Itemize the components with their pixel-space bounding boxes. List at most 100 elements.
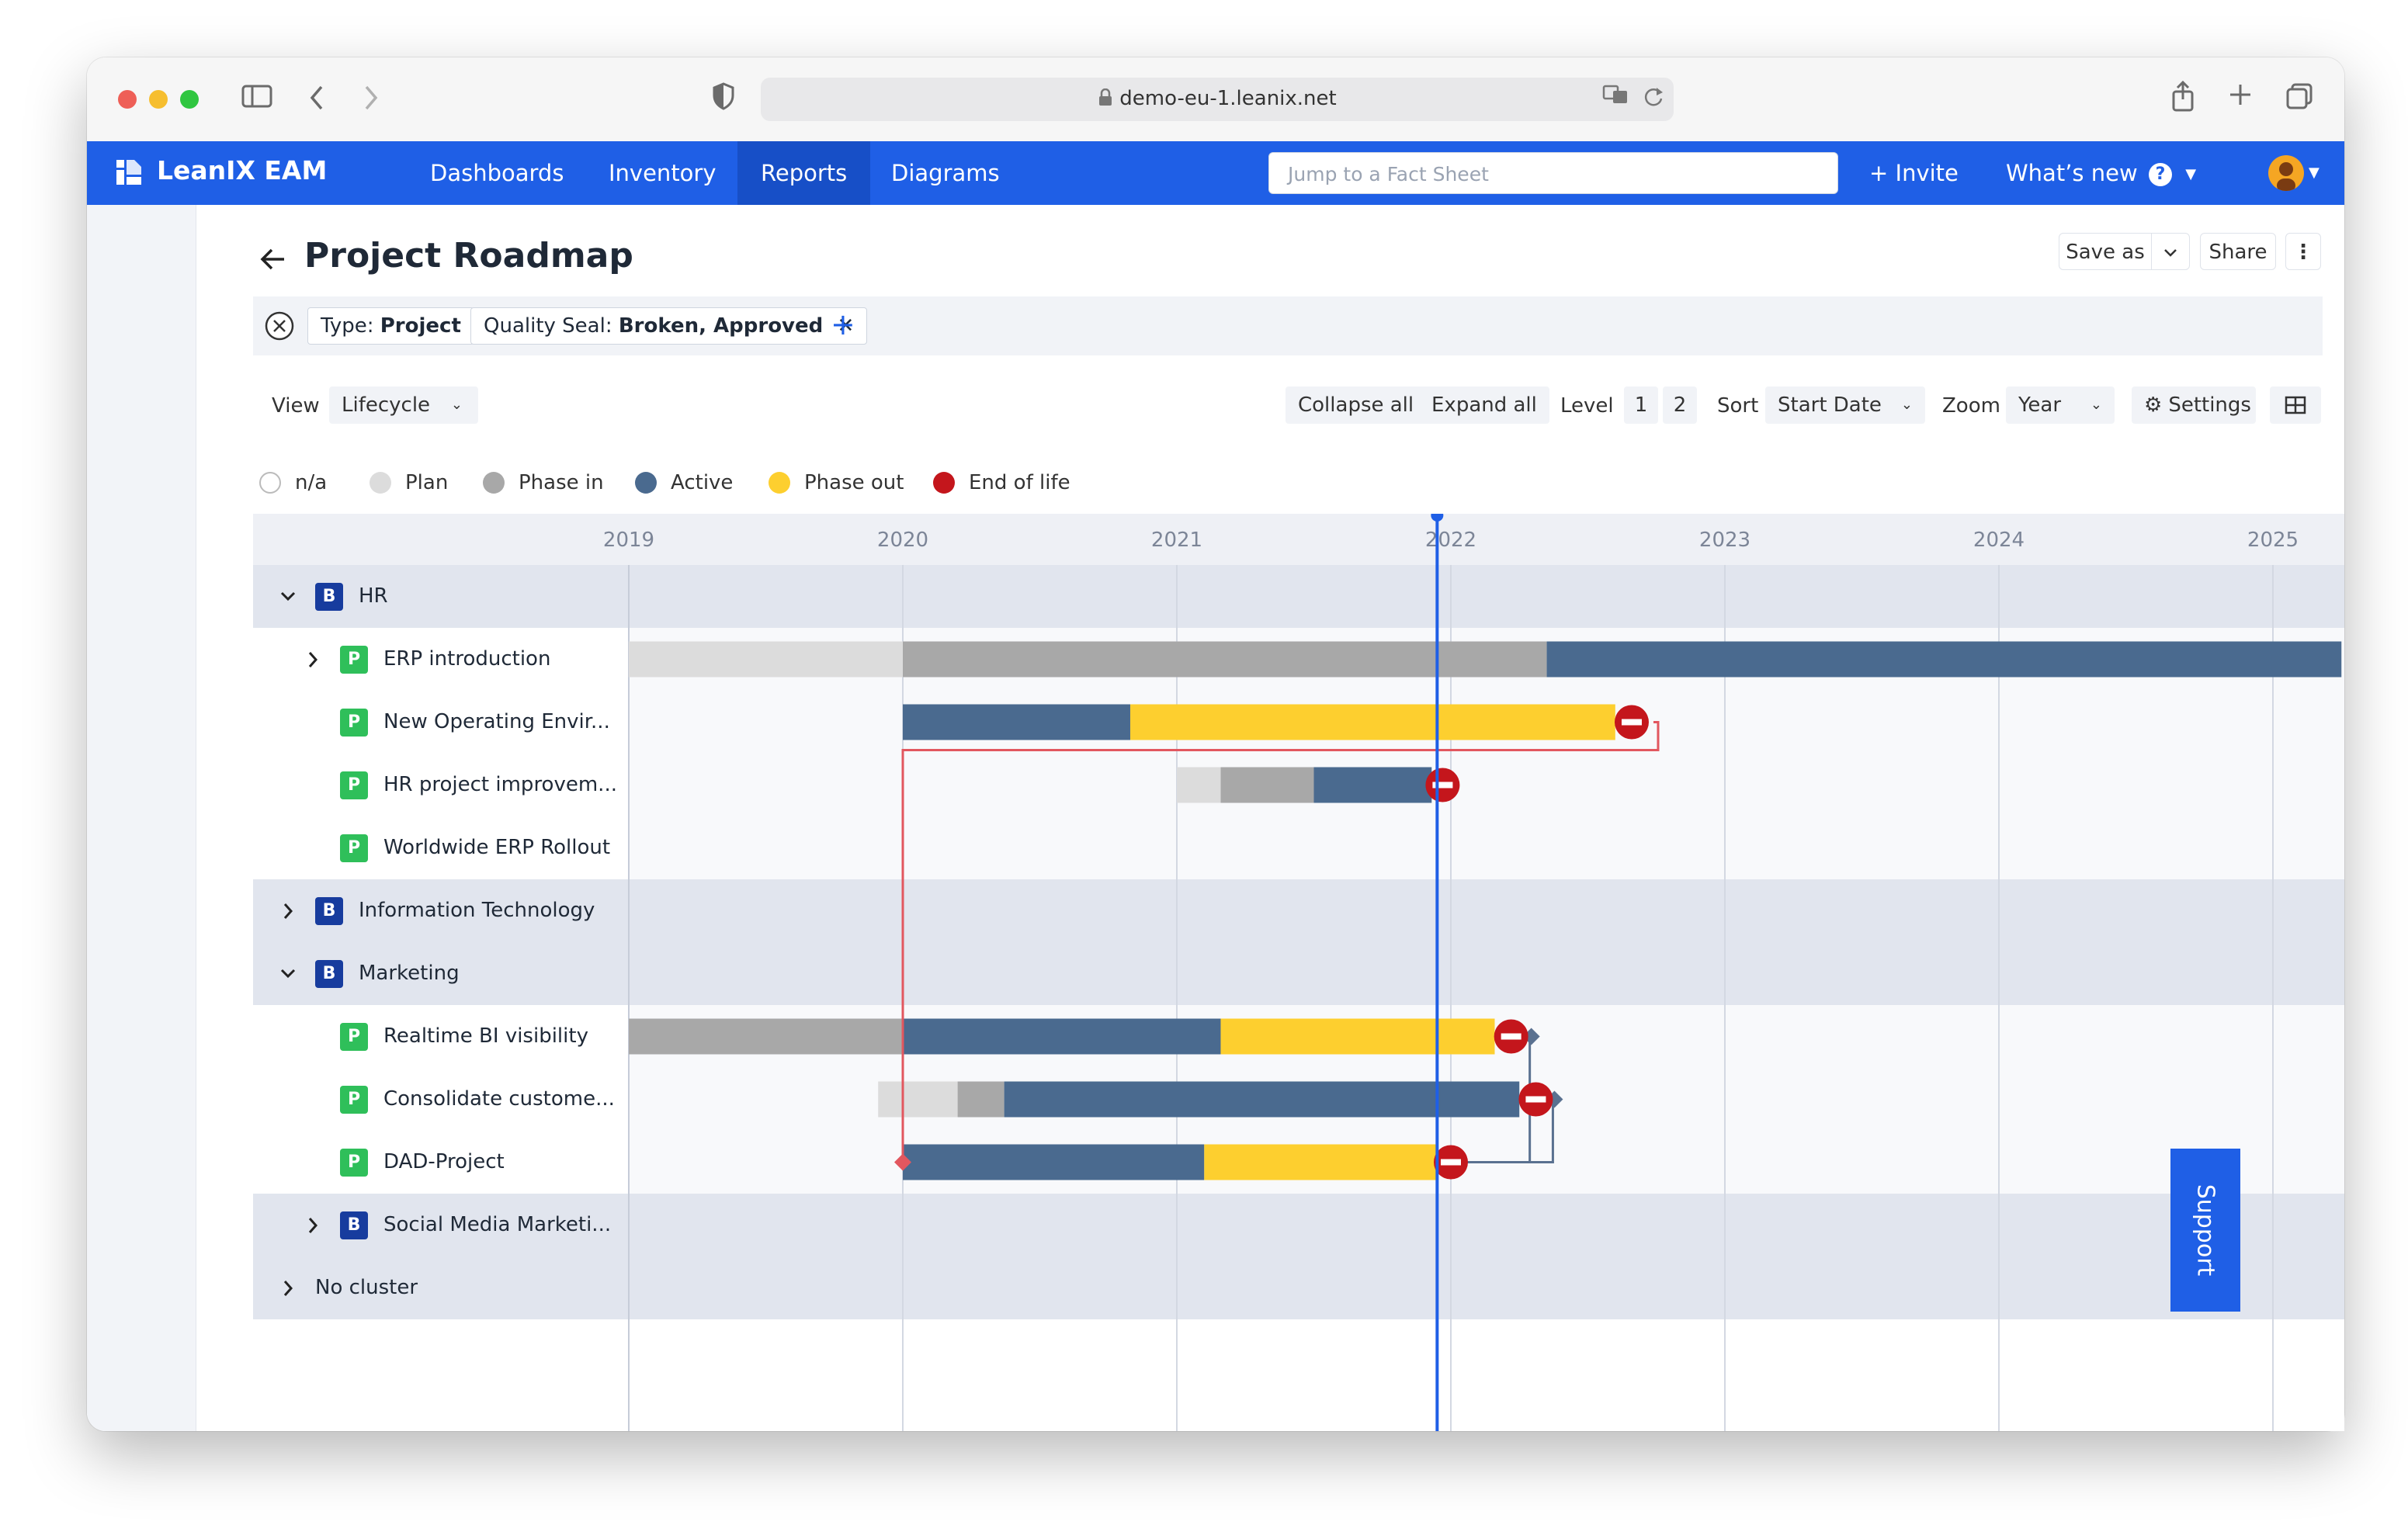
- nav-inventory[interactable]: Inventory: [609, 160, 717, 186]
- support-label: Support: [2191, 1184, 2219, 1277]
- new-tab-icon[interactable]: [2225, 82, 2256, 113]
- sidebar-toggle-icon[interactable]: [239, 84, 275, 115]
- save-as-button[interactable]: Save as: [2059, 233, 2152, 270]
- invite-button[interactable]: + Invite: [1869, 160, 1959, 186]
- project-badge: P: [340, 1085, 368, 1114]
- back-arrow-icon[interactable]: [259, 245, 287, 276]
- fact-sheet-search-input[interactable]: Jump to a Fact Sheet: [1268, 152, 1838, 194]
- whats-new-link[interactable]: What’s new: [2006, 160, 2138, 186]
- legend-na: n/a: [259, 467, 327, 498]
- legend-active-dot: [635, 472, 657, 494]
- remove-filter-icon[interactable]: ✕: [837, 314, 855, 338]
- view-select[interactable]: Lifecycle ⌄: [329, 386, 478, 424]
- group-label[interactable]: Information Technology: [359, 898, 595, 922]
- collapse-all-button[interactable]: Collapse all: [1286, 386, 1427, 424]
- legend-plan: Plan: [370, 467, 448, 498]
- chevron-right-icon[interactable]: [301, 1211, 324, 1245]
- leanix-logo-icon[interactable]: [113, 157, 144, 188]
- chevron-right-icon[interactable]: [276, 1274, 300, 1308]
- share-button[interactable]: Share: [2200, 233, 2276, 270]
- minimize-window-button[interactable]: [149, 90, 168, 109]
- filter-chip-type[interactable]: Type: Project: [307, 307, 474, 345]
- bar-segment: [1313, 767, 1432, 803]
- chevron-down-icon[interactable]: [276, 583, 300, 616]
- legend-label: End of life: [969, 471, 1070, 494]
- year-label: 2022: [1425, 529, 1476, 552]
- sort-select[interactable]: Start Date ⌄: [1765, 386, 1925, 424]
- tab-overview-icon[interactable]: [2284, 82, 2315, 113]
- chevron-down-icon[interactable]: [276, 960, 300, 993]
- group-label[interactable]: HR: [359, 584, 388, 608]
- year-label: 2020: [877, 529, 928, 552]
- clear-filters-icon[interactable]: [264, 310, 295, 345]
- bar-segment: [1546, 641, 2342, 678]
- legend-na-dot: [259, 472, 281, 494]
- gear-icon: ⚙: [2144, 393, 2163, 417]
- bar-segment: [629, 641, 903, 678]
- group-label[interactable]: Marketing: [359, 961, 460, 985]
- zoom-select[interactable]: Year ⌄: [2006, 386, 2115, 424]
- legend-end-of-life: End of life: [933, 467, 1070, 498]
- translate-icon[interactable]: [1601, 84, 1632, 115]
- help-menu[interactable]: ? ▼: [2149, 141, 2196, 205]
- end-of-life-bar: [1441, 1159, 1461, 1166]
- user-avatar[interactable]: [2268, 155, 2304, 191]
- project-label[interactable]: DAD-Project: [383, 1149, 505, 1173]
- legend-phase-out: Phase out: [769, 467, 904, 498]
- more-options-button[interactable]: ⋮: [2285, 233, 2321, 270]
- group-row-bg: [253, 565, 2344, 628]
- legend-active: Active: [635, 467, 733, 498]
- dependency-line: [1466, 1099, 1554, 1163]
- project-label[interactable]: ERP introduction: [383, 646, 551, 671]
- back-icon[interactable]: [301, 84, 332, 115]
- project-label[interactable]: Realtime BI visibility: [383, 1024, 588, 1048]
- add-filter-icon[interactable]: +: [831, 307, 855, 341]
- legend-label: Phase in: [519, 471, 604, 494]
- expand-all-button[interactable]: Expand all: [1419, 386, 1549, 424]
- avatar-chevron-icon[interactable]: ▼: [2309, 165, 2320, 181]
- app-navbar: LeanIX EAM Dashboards Inventory Reports …: [87, 141, 2344, 205]
- table-view-icon[interactable]: [2270, 386, 2321, 424]
- legend-phase-in: Phase in: [483, 467, 604, 498]
- bar-segment: [1204, 1144, 1438, 1180]
- group-label[interactable]: No cluster: [315, 1275, 418, 1299]
- view-value: Lifecycle: [342, 393, 431, 417]
- nav-diagrams[interactable]: Diagrams: [891, 160, 1000, 186]
- business-capability-badge: B: [315, 896, 343, 925]
- bar-segment: [629, 1018, 903, 1055]
- nav-dashboards[interactable]: Dashboards: [430, 160, 564, 186]
- forward-icon[interactable]: [356, 84, 387, 115]
- business-capability-badge: B: [340, 1211, 368, 1239]
- shield-icon[interactable]: [708, 82, 739, 113]
- brand-name[interactable]: LeanIX EAM: [157, 155, 328, 185]
- chevron-right-icon[interactable]: [276, 897, 300, 931]
- settings-button[interactable]: ⚙ Settings: [2132, 386, 2256, 424]
- chevron-right-icon[interactable]: [301, 646, 324, 679]
- zoom-window-button[interactable]: [180, 90, 199, 109]
- project-label[interactable]: HR project improvem...: [383, 772, 617, 796]
- url-text: demo-eu-1.leanix.net: [761, 87, 1674, 110]
- nav-reports[interactable]: Reports: [737, 141, 871, 205]
- project-label[interactable]: Worldwide ERP Rollout: [383, 835, 611, 859]
- project-badge: P: [340, 1022, 368, 1051]
- group-label[interactable]: Social Media Marketi...: [383, 1212, 612, 1236]
- share-icon[interactable]: [2167, 80, 2198, 112]
- reload-icon[interactable]: [1638, 84, 1669, 115]
- end-of-life-bar: [1525, 1096, 1546, 1103]
- view-label: View: [272, 394, 320, 418]
- level-2-button[interactable]: 2: [1663, 386, 1697, 424]
- save-as-dropdown[interactable]: [2151, 233, 2190, 270]
- project-label[interactable]: Consolidate custome...: [383, 1087, 615, 1111]
- project-label[interactable]: New Operating Envir...: [383, 709, 610, 733]
- group-row-bg: [253, 1194, 2344, 1256]
- search-placeholder: Jump to a Fact Sheet: [1288, 163, 1489, 185]
- support-tab[interactable]: Support: [2170, 1149, 2240, 1312]
- filter-chip-quality-seal[interactable]: Quality Seal: Broken, Approved ✕: [470, 307, 868, 345]
- legend-label: Active: [671, 471, 734, 494]
- level-1-button[interactable]: 1: [1624, 386, 1658, 424]
- settings-label: Settings: [2168, 393, 2251, 417]
- end-of-life-bar: [1621, 719, 1642, 726]
- end-of-life-bar: [1432, 782, 1453, 789]
- close-window-button[interactable]: [118, 90, 137, 109]
- address-bar[interactable]: demo-eu-1.leanix.net: [761, 78, 1674, 121]
